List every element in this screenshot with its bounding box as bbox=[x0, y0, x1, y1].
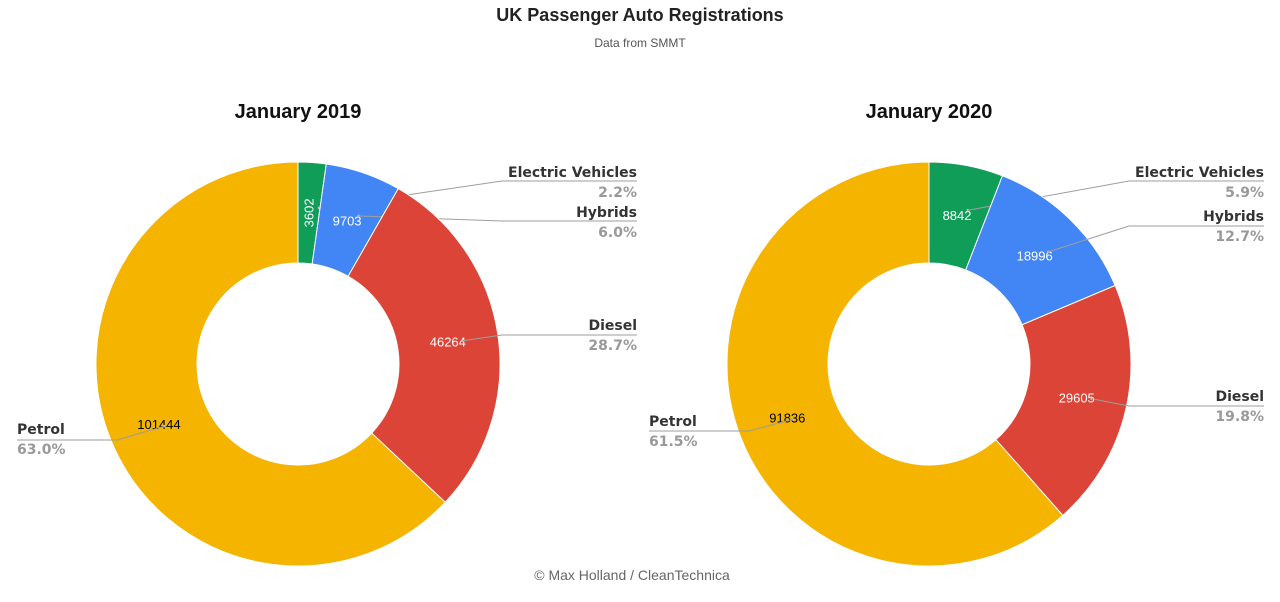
chart-1-percent-diesel: 28.7% bbox=[588, 338, 637, 354]
chart-subtitle: Data from SMMT bbox=[594, 36, 686, 50]
chart-2-label-diesel: Diesel bbox=[1215, 389, 1264, 405]
chart-1-leader-line-petrol bbox=[17, 425, 165, 441]
credit-line: © Max Holland / CleanTechnica bbox=[534, 567, 730, 583]
chart-2-percent-electric-vehicles: 5.9% bbox=[1225, 185, 1264, 201]
chart-1-percent-electric-vehicles: 2.2% bbox=[598, 185, 637, 201]
chart-2-percent-diesel: 19.8% bbox=[1215, 409, 1264, 425]
chart-2-leader-line-hybrids bbox=[1048, 225, 1264, 253]
chart-2-leader-line-diesel bbox=[1091, 398, 1264, 407]
chart-1-label-electric-vehicles: Electric Vehicles bbox=[508, 165, 637, 181]
chart-1-leader-line-diesel bbox=[462, 334, 637, 342]
chart-1-percent-petrol: 63.0% bbox=[17, 442, 66, 458]
chart-2-label-electric-vehicles: Electric Vehicles bbox=[1135, 165, 1264, 181]
chart-2-leader-line-petrol bbox=[649, 418, 793, 432]
chart-2-value-electric-vehicles: 8842 bbox=[943, 208, 972, 223]
chart-1-value-hybrids: 9703 bbox=[333, 214, 362, 229]
chart-1-slice-petrol bbox=[95, 161, 446, 567]
chart-1-value-electric-vehicles: 3602 bbox=[302, 198, 317, 227]
chart-2-value-diesel: 29605 bbox=[1059, 391, 1095, 406]
chart-2-percent-hybrids: 12.7% bbox=[1215, 229, 1264, 245]
chart-1-title: January 2019 bbox=[235, 101, 362, 123]
chart-2-label-petrol: Petrol bbox=[649, 414, 697, 430]
chart-2-percent-petrol: 61.5% bbox=[649, 434, 698, 450]
chart-1-value-diesel: 46264 bbox=[430, 335, 466, 350]
chart-2-value-petrol: 91836 bbox=[769, 411, 805, 426]
chart-1-slice-diesel bbox=[347, 187, 501, 503]
chart-1-label-petrol: Petrol bbox=[17, 422, 65, 438]
chart-2-value-hybrids: 18996 bbox=[1017, 248, 1053, 263]
chart-main-title: UK Passenger Auto Registrations bbox=[496, 5, 784, 25]
chart-1-label-hybrids: Hybrids bbox=[576, 205, 637, 221]
chart-1-label-diesel: Diesel bbox=[588, 318, 637, 334]
chart-2-slice-petrol bbox=[726, 161, 1064, 567]
chart-1-leader-dot-diesel bbox=[461, 339, 465, 343]
chart-2-label-hybrids: Hybrids bbox=[1203, 209, 1264, 225]
chart-1-value-petrol: 101444 bbox=[137, 417, 180, 432]
chart-2-slice-diesel bbox=[995, 284, 1132, 517]
chart-2-title: January 2020 bbox=[866, 101, 993, 123]
chart-1-percent-hybrids: 6.0% bbox=[598, 225, 637, 241]
